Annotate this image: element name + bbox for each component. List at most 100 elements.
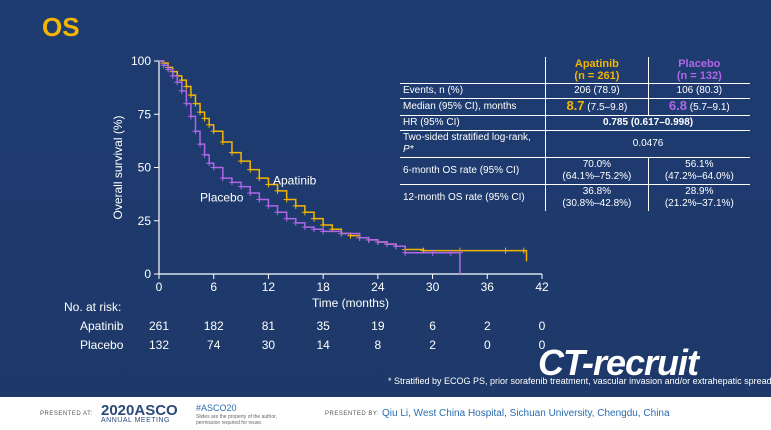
chart-axes: 0 6 12 18 24 30 36 42 0 25 50 75 100 Time (months) Ove… <box>111 54 549 310</box>
censor-mark-placebo <box>374 239 381 246</box>
presented-at-label: PRESENTED AT: <box>40 411 93 417</box>
os12-placebo: 28.9% <box>685 186 714 197</box>
table-header-row: Apatinib (n = 261) Placebo (n = 132) <box>400 57 750 84</box>
censor-mark-apatinib <box>210 128 217 135</box>
censor-mark-placebo <box>210 164 217 171</box>
placebo-header-label: Placebo <box>678 58 721 70</box>
censor-mark-placebo <box>238 183 245 190</box>
censor-mark-placebo <box>183 100 190 107</box>
censor-mark-apatinib <box>274 187 281 194</box>
censor-mark-placebo <box>338 230 345 237</box>
events-label: Events, n (%) <box>400 83 546 99</box>
os6-label: 6-month OS rate (95% CI) <box>400 157 546 185</box>
x-tick-label: 36 <box>481 280 495 294</box>
censor-mark-apatinib <box>320 222 327 229</box>
y-tick-label: 75 <box>138 107 152 121</box>
chart-annotations: Apatinib Placebo <box>200 174 317 205</box>
asco-logo: 2020ASCO <box>101 402 178 419</box>
chart-series <box>159 60 528 274</box>
censor-mark-apatinib <box>187 92 194 99</box>
events-placebo: 106 (80.3) <box>647 83 750 99</box>
risk-row-apatinib-label: Apatinib <box>80 319 124 333</box>
logrank-value: 0.0476 <box>545 130 750 158</box>
footnote: * Stratified by ECOG PS, prior sorafenib… <box>388 376 771 386</box>
censor-mark-apatinib <box>247 166 254 173</box>
x-axis-title: Time (months) <box>312 296 389 310</box>
results-table: Apatinib (n = 261) Placebo (n = 132) Event… <box>400 57 750 211</box>
risk-value-placebo: 132 <box>148 338 170 352</box>
y-tick-label: 0 <box>144 267 151 281</box>
os12-apatinib-ci: (30.8%–42.8%) <box>562 198 632 209</box>
censor-mark-apatinib <box>283 196 290 203</box>
censor-mark-placebo <box>429 249 436 256</box>
table-row: 12-month OS rate (95% CI) 36.8% (30.8%–42… <box>400 184 750 211</box>
risk-value-placebo: 14 <box>316 338 330 352</box>
hr-value: 0.785 (0.617–0.998) <box>545 115 750 131</box>
table-row: Events, n (%) 206 (78.9) 106 (80.3) <box>400 83 750 99</box>
risk-value-apatinib: 182 <box>203 319 224 333</box>
censor-mark-placebo <box>447 249 454 256</box>
censor-mark-apatinib <box>238 158 245 165</box>
risk-value-apatinib: 19 <box>371 319 385 333</box>
median-placebo-value: 6.8 <box>668 98 687 113</box>
placebo-column-header: Placebo (n = 132) <box>647 57 750 84</box>
logrank-label: Two-sided stratified log-rank, <box>403 132 531 143</box>
page-title: OS <box>42 12 80 42</box>
x-tick-label: 0 <box>156 280 163 294</box>
risk-value-apatinib: 81 <box>261 319 276 333</box>
censor-mark-placebo <box>320 228 327 235</box>
x-tick-label: 6 <box>210 280 217 294</box>
censor-mark-placebo <box>247 190 254 197</box>
risk-value-apatinib: 0 <box>538 319 546 333</box>
os12-apatinib: 36.8% <box>582 186 612 197</box>
censor-mark-placebo <box>197 141 204 148</box>
censor-mark-apatinib <box>197 109 204 116</box>
risk-value-placebo: 2 <box>429 338 436 352</box>
x-tick-label: 18 <box>316 280 330 294</box>
events-apatinib: 206 (78.9) <box>545 83 649 99</box>
risk-value-apatinib: 35 <box>316 319 330 333</box>
series-label: Apatinib <box>273 174 317 188</box>
risk-value-apatinib: 2 <box>483 319 491 333</box>
censor-mark-placebo <box>365 236 372 243</box>
x-tick-label: 42 <box>535 280 549 294</box>
x-tick-label: 12 <box>262 280 276 294</box>
y-tick-label: 100 <box>131 54 151 68</box>
censor-mark-apatinib <box>502 247 509 254</box>
hr-label: HR (95% CI) <box>400 115 546 131</box>
censor-mark-apatinib <box>311 215 318 222</box>
median-label: Median (95% CI), months <box>400 98 546 116</box>
censor-mark-placebo <box>292 219 299 226</box>
km-chart: 0 6 12 18 24 30 36 42 0 25 50 75 100 Time (months) Ove… <box>111 54 549 310</box>
censor-mark-placebo <box>201 151 208 158</box>
censor-mark-apatinib <box>292 202 299 209</box>
censor-mark-apatinib <box>520 247 527 254</box>
placebo-n-label: (n = 132) <box>676 70 722 82</box>
censor-mark-apatinib <box>192 100 199 107</box>
risk-value-apatinib: 261 <box>148 319 170 333</box>
risk-table-label: No. at risk: <box>64 300 122 314</box>
censor-mark-placebo <box>187 113 194 120</box>
median-apatinib-ci: (7.5–9.8) <box>587 102 628 113</box>
hashtag-note: Slides are the property of the author, p… <box>196 414 277 426</box>
censor-mark-apatinib <box>301 209 308 216</box>
censor-mark-placebo <box>256 196 263 203</box>
risk-value-placebo: 0 <box>538 338 546 352</box>
asco-meeting-label: ANNUAL MEETING <box>101 417 170 424</box>
censor-mark-placebo <box>265 202 272 209</box>
table-row: Median (95% CI), months 8.7 (7.5–9.8) 6.… <box>400 98 750 116</box>
median-placebo-ci: (5.7–9.1) <box>689 102 730 113</box>
table-row: Two-sided stratified log-rank, P* 0.0476 <box>400 130 750 158</box>
censor-mark-apatinib <box>219 138 226 145</box>
table-row: 6-month OS rate (95% CI) 70.0% (64.1%–75.… <box>400 157 750 185</box>
censor-mark-placebo <box>169 72 176 79</box>
os6-placebo-ci: (47.2%–64.0%) <box>664 171 734 182</box>
censor-mark-placebo <box>383 241 390 248</box>
censor-mark-placebo <box>206 160 213 167</box>
os12-placebo-ci: (21.2%–37.1%) <box>664 198 734 209</box>
censor-mark-placebo <box>274 209 281 216</box>
table-row: HR (95% CI) 0.785 (0.617–0.998) <box>400 115 750 131</box>
censor-mark-apatinib <box>228 149 235 156</box>
logrank-p-label: P* <box>403 144 414 155</box>
